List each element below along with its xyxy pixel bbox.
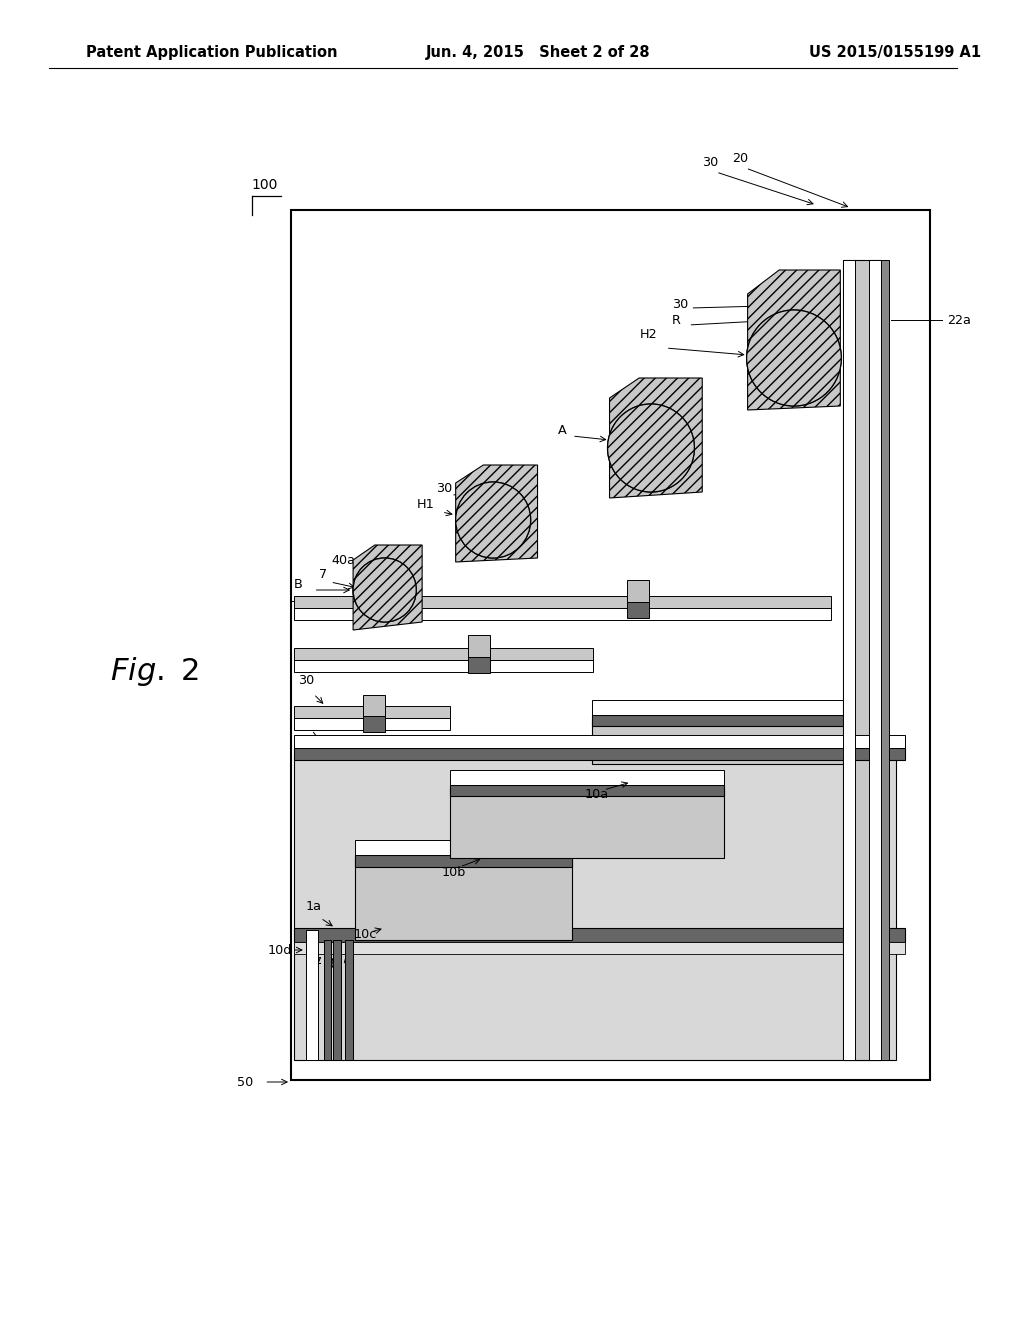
Text: 10d: 10d <box>267 944 292 957</box>
Bar <box>294 648 593 660</box>
Text: 3a: 3a <box>388 544 404 557</box>
Bar <box>355 840 572 855</box>
Text: H1: H1 <box>289 595 307 609</box>
Text: 10b: 10b <box>441 866 466 879</box>
Bar <box>628 579 649 602</box>
Text: A: A <box>558 424 566 437</box>
Bar <box>881 260 889 1060</box>
Bar <box>592 700 858 715</box>
Bar <box>294 928 905 942</box>
Bar <box>294 718 450 730</box>
Text: H2: H2 <box>640 329 657 342</box>
Text: 30: 30 <box>702 156 718 169</box>
Text: 7: 7 <box>319 569 328 582</box>
Bar <box>592 715 858 726</box>
Circle shape <box>456 482 530 558</box>
Bar <box>592 719 858 764</box>
Text: $\it{Fig.\ 2}$: $\it{Fig.\ 2}$ <box>111 656 200 689</box>
Text: B: B <box>294 578 302 591</box>
Polygon shape <box>456 465 538 562</box>
Text: 40a: 40a <box>331 553 355 566</box>
Text: 9: 9 <box>343 958 351 972</box>
Bar <box>294 660 593 672</box>
Bar <box>294 609 831 620</box>
Bar <box>469 657 490 673</box>
Bar <box>628 602 649 618</box>
Text: 30: 30 <box>435 482 452 495</box>
Circle shape <box>607 404 694 492</box>
Bar <box>306 931 317 1060</box>
Bar <box>450 788 724 858</box>
Bar <box>844 260 855 1060</box>
Bar <box>294 748 905 760</box>
Bar <box>355 858 572 940</box>
Text: 20: 20 <box>732 152 748 165</box>
Bar <box>450 770 724 785</box>
Bar <box>450 785 724 796</box>
Bar <box>294 942 905 954</box>
Circle shape <box>353 558 416 622</box>
Text: H1: H1 <box>417 499 435 511</box>
Text: Jun. 4, 2015   Sheet 2 of 28: Jun. 4, 2015 Sheet 2 of 28 <box>426 45 650 59</box>
Bar <box>869 260 881 1060</box>
Text: 100: 100 <box>252 178 278 191</box>
Bar <box>818 290 841 312</box>
Circle shape <box>746 310 842 407</box>
Polygon shape <box>609 378 702 498</box>
Bar <box>294 597 831 609</box>
Text: Patent Application Publication: Patent Application Publication <box>86 45 337 59</box>
Text: 30: 30 <box>298 673 314 686</box>
Text: 10a: 10a <box>585 788 609 801</box>
Bar <box>294 706 450 718</box>
Bar <box>818 312 841 327</box>
Text: R: R <box>672 314 681 326</box>
Bar <box>362 696 385 715</box>
Text: 50: 50 <box>238 1076 254 1089</box>
Bar <box>291 210 930 1080</box>
Circle shape <box>746 310 842 407</box>
Bar <box>324 940 332 1060</box>
Bar <box>469 635 490 657</box>
Text: 5: 5 <box>304 705 311 718</box>
Bar <box>362 715 385 733</box>
Bar <box>294 735 905 748</box>
Bar <box>355 855 572 867</box>
Bar <box>294 755 896 1060</box>
Bar <box>345 940 353 1060</box>
Text: 1b: 1b <box>323 958 339 972</box>
Circle shape <box>353 558 416 622</box>
Text: 10c: 10c <box>353 928 377 941</box>
Text: 1a: 1a <box>305 900 322 913</box>
Circle shape <box>456 482 530 558</box>
Text: 11: 11 <box>372 552 388 565</box>
Bar <box>334 940 341 1060</box>
Polygon shape <box>748 271 841 411</box>
Text: US 2015/0155199 A1: US 2015/0155199 A1 <box>809 45 981 59</box>
Text: 30: 30 <box>673 298 689 312</box>
Bar <box>844 260 881 1060</box>
Text: 22a: 22a <box>947 314 971 326</box>
Circle shape <box>607 404 694 492</box>
Polygon shape <box>353 545 422 630</box>
Text: 1: 1 <box>313 953 322 966</box>
